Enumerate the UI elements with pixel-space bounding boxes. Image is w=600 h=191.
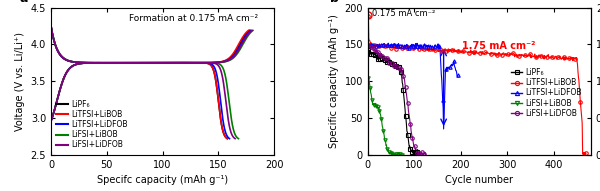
Text: a: a [20,0,28,5]
Text: b: b [330,0,339,5]
Text: Formation at 0.175 mA cm⁻²: Formation at 0.175 mA cm⁻² [129,14,258,23]
Text: 0.175 mA cm⁻²: 0.175 mA cm⁻² [373,9,436,18]
Text: 1.75 mA cm⁻²: 1.75 mA cm⁻² [461,41,535,51]
Legend: LiPF₆, LiTFSI+LiBOB, LiTFSI+LiDFOB, LiFSI+LiBOB, LiFSI+LiDFOB: LiPF₆, LiTFSI+LiBOB, LiTFSI+LiDFOB, LiFS… [508,65,585,121]
Y-axis label: Specific capacity (mAh g⁻¹): Specific capacity (mAh g⁻¹) [329,14,339,148]
Y-axis label: Voltage (V vs. Li/Li⁺): Voltage (V vs. Li/Li⁺) [15,32,25,131]
Legend: LiPF₆, LiTFSI+LiBOB, LiTFSI+LiDFOB, LiFSI+LiBOB, LiFSI+LiDFOB: LiPF₆, LiTFSI+LiBOB, LiTFSI+LiDFOB, LiFS… [55,98,129,151]
X-axis label: Cycle number: Cycle number [445,175,514,185]
X-axis label: Specifc capacity (mAh g⁻¹): Specifc capacity (mAh g⁻¹) [97,175,228,185]
